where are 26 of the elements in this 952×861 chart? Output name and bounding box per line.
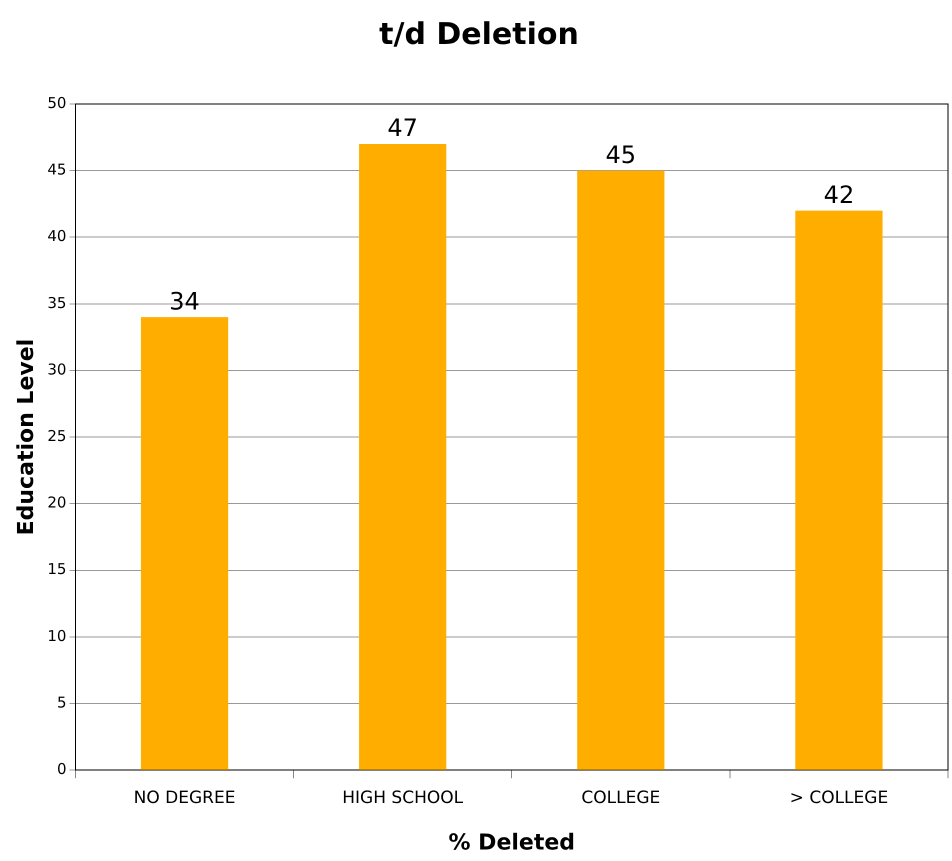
y-tick-label: 5 xyxy=(56,693,66,712)
y-axis-title: Education Level xyxy=(14,338,39,536)
y-tick-label: 45 xyxy=(47,160,66,179)
x-tick-label: NO DEGREE xyxy=(134,788,236,808)
y-tick-label: 40 xyxy=(47,227,66,246)
data-label: 34 xyxy=(169,287,200,316)
x-tick-label: > COLLEGE xyxy=(790,788,888,808)
y-tick-label: 25 xyxy=(47,426,66,445)
bar xyxy=(795,210,883,770)
x-tick-label: COLLEGE xyxy=(581,788,660,808)
y-tick-label: 20 xyxy=(47,494,66,512)
x-tick-label: HIGH SCHOOL xyxy=(342,788,464,808)
y-tick-label: 50 xyxy=(47,94,66,112)
chart-title: t/d Deletion xyxy=(379,16,579,52)
data-label: 47 xyxy=(387,114,418,142)
bar xyxy=(577,170,664,770)
data-label: 42 xyxy=(824,180,854,209)
x-axis-title: % Deleted xyxy=(448,830,576,856)
y-tick-label: 10 xyxy=(47,626,66,645)
data-label: 45 xyxy=(606,140,636,169)
y-tick-label: 35 xyxy=(47,294,66,312)
bar xyxy=(359,144,446,770)
y-tick-label: 15 xyxy=(47,560,66,578)
y-tick-label: 30 xyxy=(47,360,66,378)
bar xyxy=(140,317,228,770)
y-tick-label: 0 xyxy=(56,760,66,778)
